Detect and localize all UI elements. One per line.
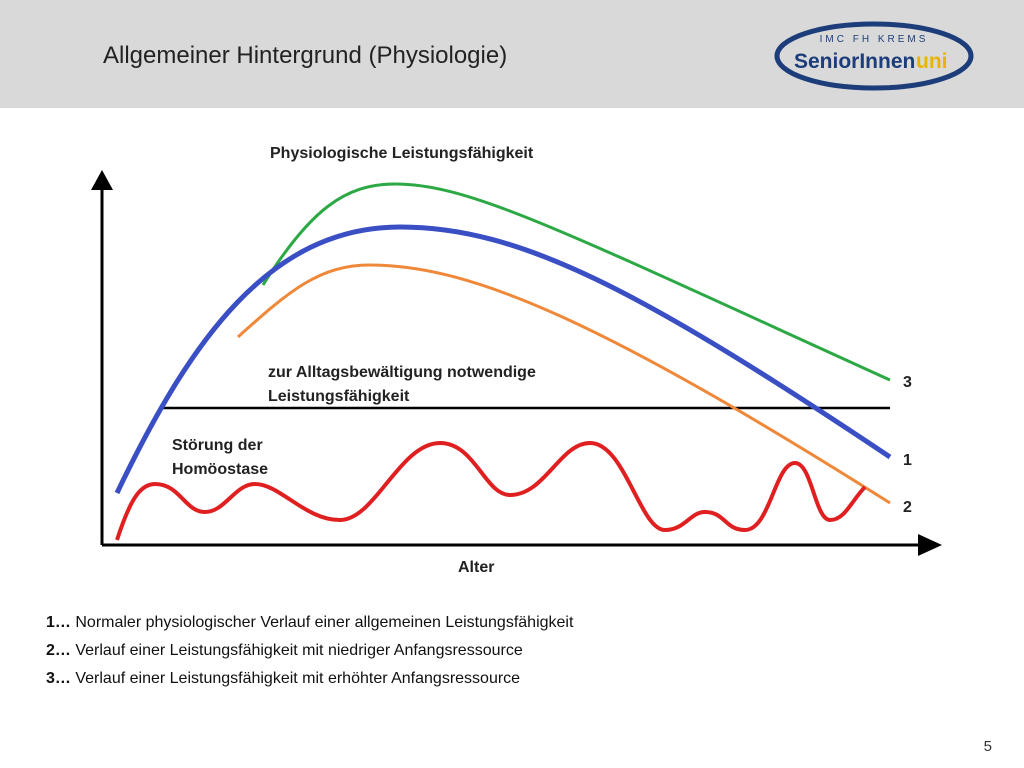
- logo-main: SeniorInnen: [794, 50, 915, 73]
- legend-item: 1… Normaler physiologischer Verlauf eine…: [46, 609, 573, 637]
- legend-text: Verlauf einer Leistungsfähigkeit mit erh…: [75, 670, 521, 687]
- logo-top: IMC FH KREMS: [820, 34, 929, 45]
- curve-1: [114, 224, 892, 495]
- curve-label: 2: [903, 499, 912, 516]
- header-band: Allgemeiner Hintergrund (Physiologie) IM…: [0, 0, 1024, 108]
- logo-accent: uni: [916, 50, 948, 73]
- curve-label: 3: [903, 374, 912, 391]
- page-number: 5: [983, 738, 992, 755]
- curve-2: [236, 263, 891, 505]
- curve-3: [261, 182, 891, 382]
- y-arrow: [91, 170, 113, 190]
- logo-ring: [774, 21, 974, 91]
- legend-text: Normaler physiologischer Verlauf einer a…: [75, 614, 574, 631]
- legend-number: 2…: [46, 642, 71, 659]
- legend-number: 3…: [46, 670, 71, 687]
- x-axis-label: Alter: [458, 559, 494, 576]
- logo: IMC FH KREMS SeniorInnen uni: [774, 21, 974, 91]
- curve-label: 1: [903, 452, 912, 469]
- curve-disturbance: [115, 440, 867, 541]
- diagram: Physiologische Leistungsfähigkeit Alter …: [91, 145, 942, 576]
- diagram-title: Physiologische Leistungsfähigkeit: [270, 145, 534, 162]
- disturbance-label: Homöostase: [172, 461, 268, 478]
- threshold-label: zur Alltagsbewältigung notwendige: [268, 364, 536, 381]
- legend-text: Verlauf einer Leistungsfähigkeit mit nie…: [75, 642, 523, 659]
- legend-number: 1…: [46, 614, 71, 631]
- slide-title: Allgemeiner Hintergrund (Physiologie): [103, 42, 508, 69]
- threshold-label: Leistungsfähigkeit: [268, 388, 410, 405]
- legend-item: 2… Verlauf einer Leistungsfähigkeit mit …: [46, 637, 573, 665]
- legend: 1… Normaler physiologischer Verlauf eine…: [46, 609, 573, 693]
- legend-item: 3… Verlauf einer Leistungsfähigkeit mit …: [46, 665, 573, 693]
- x-arrow: [918, 534, 942, 556]
- disturbance-label: Störung der: [172, 437, 263, 454]
